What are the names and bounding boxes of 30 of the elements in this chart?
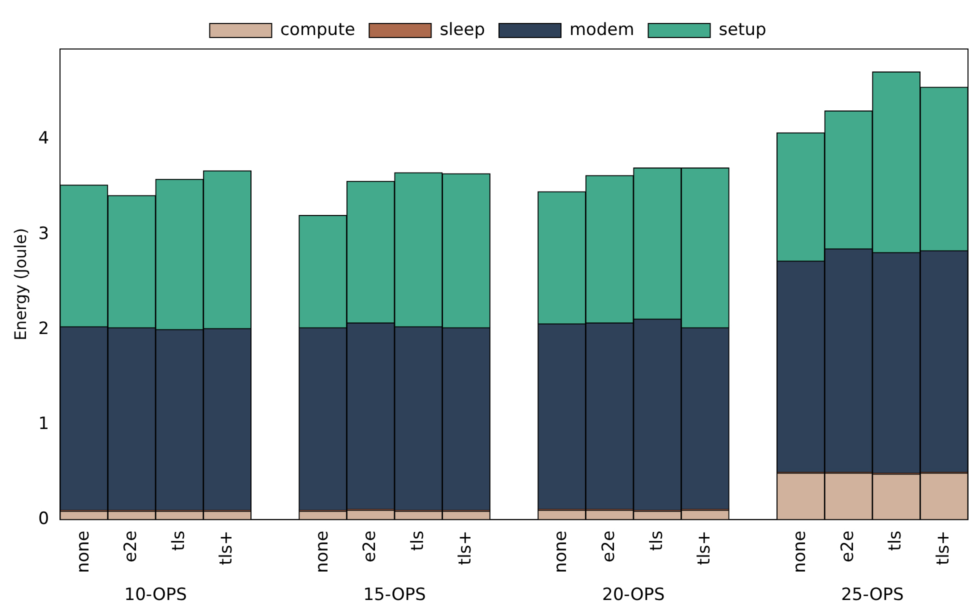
legend-label: compute: [280, 20, 356, 40]
y-tick-label: 4: [38, 128, 50, 149]
x-tick-label: tls: [646, 530, 667, 551]
text: 15-OPS: [363, 584, 426, 605]
x-tick-label: tls+: [456, 530, 476, 566]
x-tick-label: none: [312, 530, 332, 574]
x-tick-label: e2e: [360, 530, 380, 562]
x-tick-label: tls: [168, 530, 189, 551]
y-tick-label: 2: [38, 318, 50, 339]
x-tick-label: tls+: [694, 530, 715, 566]
x-tick-label: e2e: [838, 530, 858, 562]
y-tick-label: 1: [38, 414, 50, 434]
legend-label: setup: [718, 20, 766, 40]
x-tick-label: none: [551, 530, 572, 574]
text: 10-OPS: [124, 584, 187, 605]
text: 25-OPS: [841, 584, 904, 605]
x-tick-label: e2e: [121, 530, 142, 562]
legend-label: sleep: [440, 20, 485, 40]
legend-label: modem: [569, 20, 634, 40]
x-tick-label: tls: [886, 530, 906, 551]
y-axis-title: Energy (Joule): [10, 228, 30, 341]
x-tick-label: none: [790, 530, 810, 574]
text: 20-OPS: [602, 584, 665, 605]
x-tick-label: tls+: [216, 530, 237, 566]
y-tick-label: 0: [38, 509, 50, 530]
x-tick-label: e2e: [599, 530, 620, 562]
x-tick-label: tls+: [934, 530, 954, 566]
x-tick-label: tls: [408, 530, 428, 551]
x-tick-label: none: [73, 530, 94, 574]
y-tick-label: 3: [38, 224, 50, 244]
